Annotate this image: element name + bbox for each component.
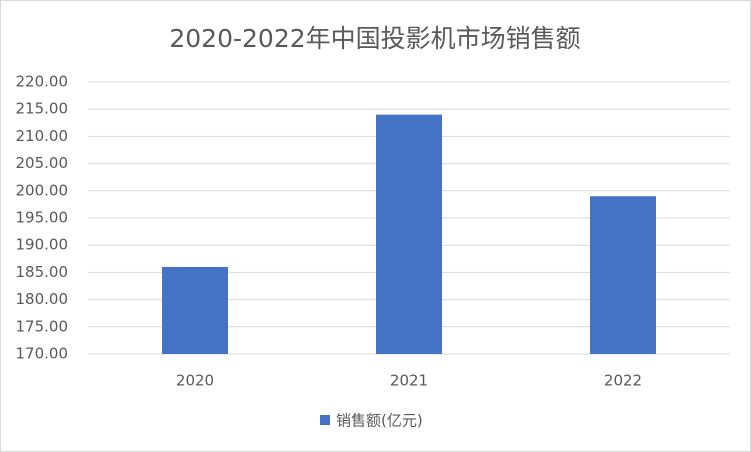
y-tick-label: 175.00 — [16, 317, 69, 335]
y-tick-label: 205.00 — [16, 154, 69, 172]
y-tick-label: 185.00 — [16, 263, 69, 281]
bar — [376, 114, 442, 354]
legend-swatch — [320, 415, 330, 425]
y-tick-label: 180.00 — [16, 290, 69, 308]
bar — [590, 196, 656, 354]
y-tick-label: 200.00 — [16, 181, 69, 199]
y-tick-label: 210.00 — [16, 127, 69, 145]
x-tick-label: 2021 — [390, 372, 428, 390]
x-tick-label: 2020 — [176, 372, 214, 390]
y-tick-label: 190.00 — [16, 236, 69, 254]
y-tick-label: 220.00 — [16, 73, 69, 91]
chart-title: 2020-2022年中国投影机市场销售额 — [169, 24, 580, 53]
y-tick-label: 215.00 — [16, 100, 69, 118]
legend-label: 销售额(亿元) — [336, 412, 423, 430]
y-tick-label: 170.00 — [16, 345, 69, 363]
y-tick-label: 195.00 — [16, 209, 69, 227]
bar — [162, 266, 228, 354]
x-tick-label: 2022 — [604, 372, 642, 390]
